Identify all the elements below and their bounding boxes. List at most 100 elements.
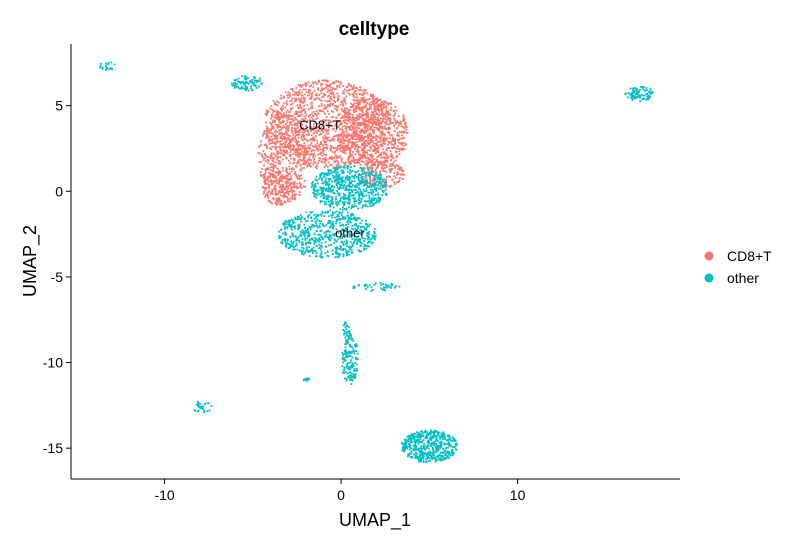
data-point [355, 171, 358, 174]
data-point [435, 443, 437, 445]
data-point [419, 438, 422, 441]
data-point [312, 191, 315, 194]
data-point [311, 211, 314, 214]
data-point [362, 123, 365, 126]
data-point [336, 251, 339, 254]
data-point [340, 246, 342, 248]
data-point [361, 225, 364, 228]
data-point [316, 214, 319, 216]
data-point [633, 90, 636, 92]
data-point [342, 208, 344, 211]
data-point [405, 440, 408, 443]
data-point [396, 120, 399, 123]
data-point [385, 184, 388, 186]
data-point [366, 108, 369, 111]
data-point [265, 168, 268, 171]
data-point [373, 183, 375, 186]
data-point [423, 442, 425, 445]
data-point [283, 186, 286, 189]
data-point [286, 128, 289, 131]
data-point [355, 90, 357, 92]
data-point [275, 179, 278, 182]
data-point [297, 147, 299, 150]
data-point [328, 187, 331, 189]
data-point [262, 192, 265, 195]
data-point [371, 170, 373, 173]
data-point [319, 173, 322, 176]
data-point [317, 129, 320, 131]
data-point [304, 112, 307, 114]
data-point [343, 377, 346, 380]
data-point [268, 128, 271, 131]
data-point [436, 431, 439, 433]
data-point [373, 95, 375, 98]
data-point [393, 143, 396, 146]
data-point [323, 79, 326, 82]
data-point [270, 124, 273, 127]
data-point [434, 456, 437, 459]
data-point [288, 177, 291, 180]
data-point [341, 169, 344, 172]
data-point [287, 185, 290, 188]
data-point [321, 83, 323, 85]
data-point [342, 90, 345, 92]
data-point [308, 153, 311, 156]
data-point [348, 116, 351, 119]
data-point [338, 112, 341, 115]
data-point [321, 222, 324, 225]
scatter-points [99, 61, 654, 464]
data-point [318, 243, 321, 246]
data-point [362, 204, 365, 207]
data-point [354, 170, 357, 173]
data-point [407, 455, 409, 457]
data-point [358, 182, 361, 185]
data-point [341, 92, 344, 95]
data-point [321, 256, 323, 259]
data-point [361, 147, 364, 150]
data-point [289, 197, 291, 200]
data-point [336, 184, 338, 187]
data-point [274, 192, 277, 194]
data-point [287, 128, 290, 130]
data-point [321, 89, 324, 91]
data-point [360, 128, 363, 131]
data-point [314, 250, 316, 252]
data-point [420, 445, 423, 447]
data-point [413, 453, 416, 456]
data-point [359, 107, 362, 110]
data-point [341, 115, 344, 117]
data-point [446, 438, 449, 441]
data-point [453, 445, 455, 448]
data-point [346, 356, 349, 358]
data-point [290, 242, 293, 244]
data-point [315, 237, 318, 240]
data-point [376, 147, 379, 150]
data-point [634, 87, 637, 90]
data-point [338, 166, 340, 169]
data-point [287, 197, 289, 200]
data-point [300, 86, 303, 88]
data-point [318, 94, 321, 96]
data-point [386, 166, 388, 169]
data-point [343, 352, 346, 355]
data-point [333, 81, 335, 83]
data-point [299, 164, 302, 167]
data-point [285, 167, 288, 170]
data-point [343, 108, 346, 111]
data-point [433, 444, 436, 447]
data-point [283, 177, 286, 180]
data-point [279, 111, 281, 114]
data-point [349, 109, 351, 111]
data-point [295, 154, 298, 156]
data-point [351, 116, 354, 118]
data-point [101, 67, 104, 69]
data-point [327, 180, 330, 183]
data-point [274, 161, 277, 164]
data-point [339, 119, 342, 122]
data-point [356, 358, 359, 361]
data-point [299, 214, 302, 217]
data-point [429, 430, 432, 433]
data-point [242, 82, 245, 84]
data-point [337, 238, 340, 241]
data-point [280, 107, 283, 110]
